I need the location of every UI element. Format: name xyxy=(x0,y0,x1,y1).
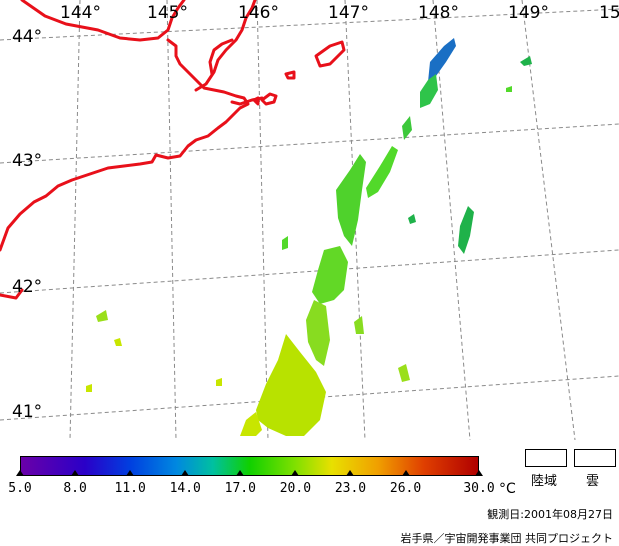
colorbar-unit: °C xyxy=(499,481,516,497)
lon-label-145: 145° xyxy=(147,3,188,23)
sst-patch-mid-large xyxy=(312,246,348,304)
colorbar-tick xyxy=(181,470,190,476)
colorbar-tick-label: 11.0 xyxy=(114,481,146,496)
sst-patch-small-4 xyxy=(282,236,288,250)
colorbar-tick xyxy=(236,470,245,476)
sst-patch-small-3 xyxy=(86,384,92,392)
cape-erimo-coast xyxy=(0,288,24,300)
sst-patch-small-10 xyxy=(408,214,416,224)
colorbar-tick xyxy=(475,470,483,476)
colorbar-tick xyxy=(401,470,410,476)
colorbar-tick-label: 14.0 xyxy=(169,481,201,496)
sst-colorbar xyxy=(20,456,479,476)
sst-patch-north-green xyxy=(420,74,438,108)
lon-label-147: 147° xyxy=(328,3,369,23)
sst-patch-small-6 xyxy=(398,364,410,382)
meridian-146 xyxy=(256,0,269,440)
sst-patch-east xyxy=(458,206,474,254)
parallel-42 xyxy=(0,249,619,294)
small-island-a xyxy=(284,70,296,80)
meridian-148 xyxy=(432,0,471,440)
colorbar-tick-label: 5.0 xyxy=(8,481,32,496)
lon-label-149: 149° xyxy=(508,3,549,23)
meridian-149 xyxy=(521,0,576,440)
cloud-legend-label: 雲 xyxy=(586,474,600,489)
lat-label-41: 41° xyxy=(12,402,43,422)
colorbar-tick xyxy=(291,470,300,476)
small-island-b xyxy=(252,96,260,106)
parallel-44 xyxy=(0,8,619,41)
colorbar-tick xyxy=(126,470,135,476)
colorbar-tick xyxy=(71,470,80,476)
observation-date: 観測日:2001年08月27日 xyxy=(487,508,613,521)
shikotan-island xyxy=(314,40,346,68)
coastline xyxy=(0,0,346,300)
cloud-legend-swatch xyxy=(574,449,616,467)
sst-patch-small-2 xyxy=(114,338,122,346)
colorbar-tick-label: 8.0 xyxy=(63,481,87,496)
colorbar-tick-label: 30.0 xyxy=(463,481,495,496)
colorbar-tick-label: 23.0 xyxy=(334,481,367,496)
meridian-145 xyxy=(166,0,177,440)
sst-patch-small-7 xyxy=(216,378,222,386)
sst-patch-central-1 xyxy=(336,154,366,246)
sst-patch-small-1 xyxy=(96,310,108,322)
sst-patch-central-2 xyxy=(366,146,398,198)
sst-patch-south-large xyxy=(256,334,326,436)
habomai-islets xyxy=(260,92,278,106)
sst-patch-mid-strip xyxy=(306,300,330,366)
colorbar-tick-label: 26.0 xyxy=(389,481,422,496)
colorbar-tick-label: 17.0 xyxy=(224,481,256,496)
sst-patch-small-5 xyxy=(520,56,532,66)
map-canvas xyxy=(0,0,619,440)
hokkaido-east-coast xyxy=(0,38,250,252)
hokkaido-north-coast xyxy=(20,0,186,42)
land-legend-swatch xyxy=(525,449,567,467)
land-legend-label: 陸域 xyxy=(531,474,558,489)
lat-label-44: 44° xyxy=(12,27,43,47)
sst-patches xyxy=(86,38,532,436)
lat-label-43: 43° xyxy=(12,151,43,171)
sst-patch-north-cold xyxy=(428,38,456,82)
colorbar-tick-label: 20.0 xyxy=(279,481,312,496)
lon-label-148: 148° xyxy=(418,3,459,23)
shiretoko-tip xyxy=(208,38,234,76)
colorbar-tick xyxy=(16,470,24,476)
lat-label-42: 42° xyxy=(12,277,43,297)
credit-line: 岩手県／宇宙開発事業団 共同プロジェクト xyxy=(400,532,614,545)
sst-patch-central-3 xyxy=(402,116,412,140)
shiretoko-peninsula xyxy=(194,0,257,92)
sst-patch-small-9 xyxy=(506,86,512,92)
meridian-144 xyxy=(69,0,81,440)
colorbar-tick xyxy=(346,470,355,476)
parallel-43 xyxy=(0,123,619,164)
sst-patch-small-8 xyxy=(354,316,364,334)
lon-label-146: 146° xyxy=(238,3,279,23)
lon-label-144: 144° xyxy=(60,3,101,23)
lon-label-150: 15 xyxy=(599,3,619,23)
sst-patch-south-left xyxy=(240,412,262,436)
